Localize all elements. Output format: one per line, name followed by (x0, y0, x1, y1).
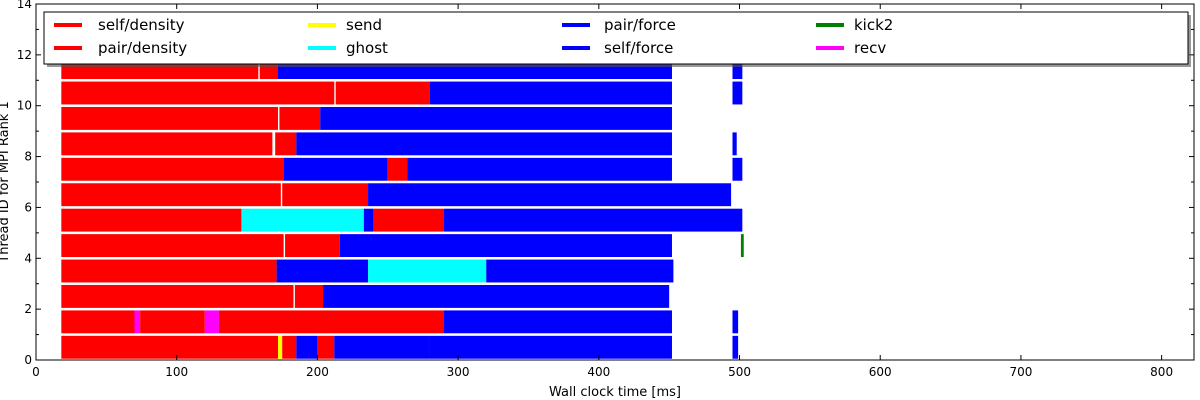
task-bar-pair-density (275, 132, 297, 156)
task-bar-pair-density (218, 310, 445, 334)
task-bar-self-density (61, 234, 284, 258)
task-bar-pair-force (444, 208, 743, 232)
legend-label: send (346, 16, 382, 34)
task-bar-pair-density (387, 157, 408, 181)
task-bar-self-density (282, 335, 297, 359)
task-bar-pair-density (317, 335, 335, 359)
task-bar-self-force (732, 310, 739, 334)
task-bar-pair-density (61, 335, 279, 359)
task-bar-pair-force (363, 208, 374, 232)
task-bar-pair-density (282, 183, 369, 207)
task-bar-pair-force (276, 259, 369, 283)
x-tick-label: 200 (306, 365, 329, 379)
task-bar-recv (204, 310, 219, 334)
task-bar-pair-density (285, 234, 340, 258)
legend-box (43, 11, 1189, 65)
x-tick-label: 800 (1150, 365, 1173, 379)
task-bar-kick2 (740, 234, 744, 258)
x-tick-label: 700 (1009, 365, 1032, 379)
task-bar-ghost (241, 208, 364, 232)
x-tick-label: 300 (447, 365, 470, 379)
task-bar-pair-force (296, 132, 672, 156)
task-bar-self-force (732, 56, 743, 80)
task-bar-recv (134, 310, 141, 334)
task-bar-pair-force (486, 259, 674, 283)
y-tick-label: 2 (24, 302, 32, 316)
y-tick-label: 10 (17, 99, 32, 113)
plot-frame (35, 3, 1195, 361)
task-bar-pair-force (320, 106, 672, 130)
task-bar-pair-force (339, 234, 672, 258)
task-bar-pair-density (294, 284, 324, 308)
task-bar-self-density (61, 310, 135, 334)
task-bar-self-density (61, 81, 335, 105)
x-tick-label: 0 (32, 365, 40, 379)
legend-items: self/density pair/density send ghost pair/fo… (54, 16, 893, 57)
task-bar-pair-force (323, 284, 670, 308)
task-bar-pair-density (61, 284, 294, 308)
task-bar-pair-force (296, 335, 318, 359)
legend-label: self/force (604, 39, 673, 57)
legend-label: pair/force (604, 16, 676, 34)
task-bar-pair-density (335, 81, 430, 105)
y-axis-label: Thread ID for MPI Rank 1 (0, 101, 12, 263)
task-bar-self-density (61, 132, 273, 156)
x-tick-label: 600 (869, 365, 892, 379)
y-tick-label: 14 (17, 0, 32, 11)
task-bar-send (278, 335, 283, 359)
task-bar-pair-density (61, 157, 284, 181)
y-tick-label: 6 (24, 200, 32, 214)
bars-layer (61, 56, 744, 359)
x-tick-label: 500 (728, 365, 751, 379)
task-bar-pair-force (368, 183, 732, 207)
task-bar-pair-density (279, 106, 321, 130)
task-bar-ghost (368, 259, 487, 283)
x-tick-label: 100 (165, 365, 188, 379)
legend-label: pair/density (98, 39, 187, 57)
task-bar-pair-density (373, 208, 445, 232)
task-bar-pair-force (407, 157, 672, 181)
y-tick-label: 0 (24, 353, 32, 367)
task-bar-pair-density (61, 106, 279, 130)
legend: self/density pair/density send ghost pair/fo… (43, 11, 1191, 67)
y-tick-label: 8 (24, 150, 32, 164)
task-bar-pair-force (283, 157, 388, 181)
task-bar-pair-force (429, 335, 672, 359)
task-bar-pair-force (334, 335, 430, 359)
y-tick-label: 12 (17, 48, 32, 62)
task-bar-pair-force (444, 310, 672, 334)
task-bar-self-density (140, 310, 205, 334)
task-bar-self-density (61, 259, 277, 283)
task-bar-self-force (732, 132, 737, 156)
x-tick-label: 400 (587, 365, 610, 379)
x-axis-label: Wall clock time [ms] (549, 385, 681, 400)
legend-label: ghost (346, 39, 388, 57)
legend-label: self/density (98, 16, 185, 34)
task-bar-self-density (61, 183, 281, 207)
legend-label: recv (854, 39, 886, 57)
task-bar-self-force (732, 335, 739, 359)
task-bar-pair-density (61, 208, 242, 232)
task-bar-pair-force (429, 81, 672, 105)
task-bar-self-force (732, 157, 743, 181)
legend-label: kick2 (854, 16, 893, 34)
task-bar-self-force (732, 81, 743, 105)
y-tick-label: 4 (24, 251, 32, 265)
